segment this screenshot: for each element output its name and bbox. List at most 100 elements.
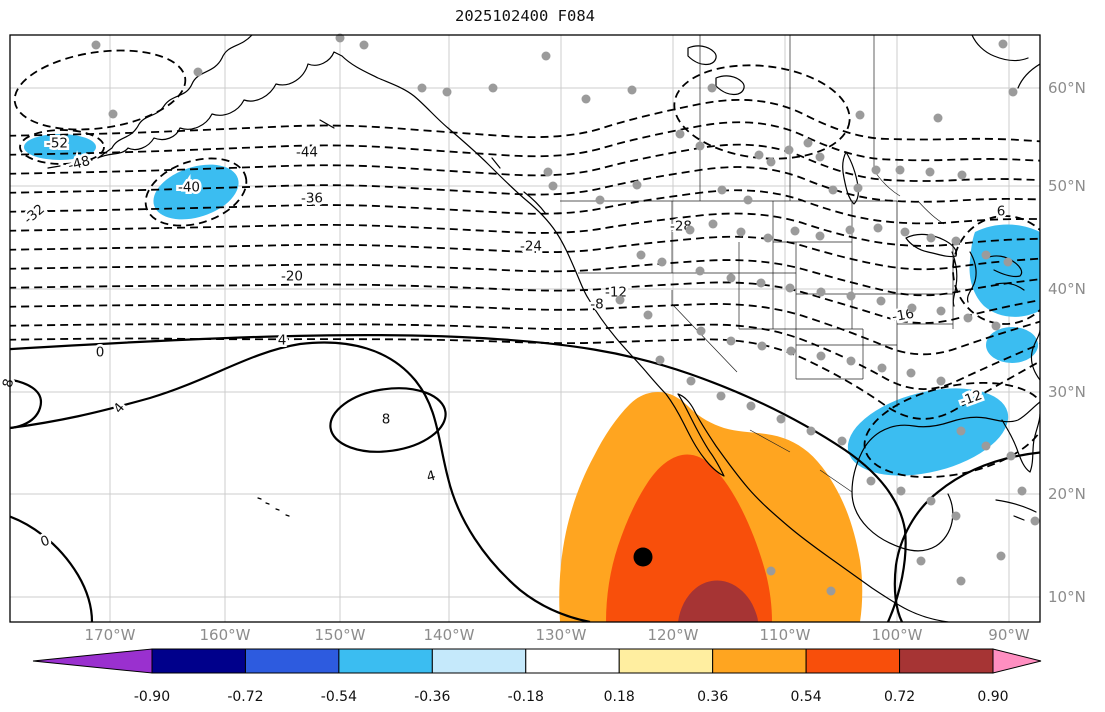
colorbar-segment — [899, 648, 994, 674]
station-dot — [877, 363, 887, 373]
station-dot — [736, 227, 746, 237]
longitude-label: 160°W — [200, 626, 251, 644]
highlight-marker-dot — [633, 547, 653, 567]
colorbar-segment — [338, 648, 433, 674]
station-dot — [906, 368, 916, 378]
contour-label: -44 — [296, 145, 318, 161]
plot-border — [9, 34, 1041, 623]
contour-label: 0 — [96, 345, 105, 361]
station-dot — [926, 233, 936, 243]
station-dot — [957, 170, 967, 180]
dashed-contour--16 — [10, 281, 1040, 324]
colorbar: -0.90 -0.72 -0.54 -0.36 -0.18 0.18 0.36 0.54 0.7… — [32, 648, 1042, 705]
colorbar-tick-label: -0.90 — [134, 689, 170, 705]
station-dot — [108, 109, 118, 119]
station-dot — [790, 226, 800, 236]
station-dot — [686, 376, 696, 386]
station-dot — [766, 157, 776, 167]
station-dot — [871, 165, 881, 175]
station-dot — [846, 291, 856, 301]
dashed-contour-closed — [144, 157, 248, 227]
station-dot — [757, 341, 767, 351]
dashed-contour-closed — [863, 382, 1040, 478]
longitude-label: 130°W — [536, 626, 587, 644]
station-dot — [1006, 451, 1016, 461]
longitude-label: 110°W — [760, 626, 811, 644]
station-dot — [998, 39, 1008, 49]
station-dot — [695, 266, 705, 276]
latitude-label: 60°N — [1048, 79, 1086, 97]
station-dot — [900, 227, 910, 237]
contour-label: -36 — [301, 191, 323, 207]
station-dot — [717, 185, 727, 195]
contour-label: -20 — [281, 269, 303, 285]
axis-label-layer: 170°W 160°W 150°W 140°W 130°W 120°W 110°W 100°W… — [85, 79, 1086, 644]
longitude-label: 140°W — [424, 626, 475, 644]
station-dot — [786, 346, 796, 356]
dashed-contour--36 — [10, 166, 1040, 203]
station-dot — [816, 351, 826, 361]
station-dot — [726, 273, 736, 283]
station-dot — [951, 511, 961, 521]
station-dot — [193, 67, 203, 77]
station-dot — [335, 33, 345, 43]
colorbar-tick-label: -0.54 — [321, 689, 357, 705]
station-dot — [855, 110, 865, 120]
solid-contour-0 — [10, 333, 907, 622]
station-dot — [853, 183, 863, 193]
station-dot — [963, 313, 973, 323]
contour-label: 6 — [997, 204, 1006, 220]
contour-label: 4 — [110, 400, 128, 417]
colorbar-segment — [712, 648, 807, 674]
state-borders-path — [560, 35, 954, 493]
station-dot — [1008, 87, 1018, 97]
station-dot — [916, 556, 926, 566]
dashed-contour--44 — [10, 121, 1040, 162]
station-dot — [896, 486, 906, 496]
station-dot — [763, 233, 773, 243]
station-dot — [876, 296, 886, 306]
negative-anomaly-fill-southeast — [847, 388, 1009, 476]
dashed-contour-closed — [13, 49, 187, 131]
colorbar-tick-label: 0.72 — [884, 689, 915, 705]
dashed-contour-closed — [952, 215, 1040, 325]
station-dot — [743, 195, 753, 205]
station-dot — [776, 414, 786, 424]
station-dot — [866, 476, 876, 486]
station-dot — [873, 223, 883, 233]
latitude-label: 10°N — [1048, 588, 1086, 606]
station-dot — [91, 40, 101, 50]
station-dot — [828, 185, 838, 195]
positive-anomaly-fill-core — [678, 580, 758, 622]
station-dot — [996, 551, 1006, 561]
station-dot — [1017, 486, 1027, 496]
station-dot — [716, 391, 726, 401]
longitude-label: 150°W — [315, 626, 366, 644]
station-dot — [926, 496, 936, 506]
grid-layer — [10, 35, 1040, 622]
contour-label: -52 — [46, 136, 68, 152]
colorbar-segment — [151, 648, 246, 674]
longitude-label: 90°W — [988, 626, 1030, 644]
station-dot — [816, 287, 826, 297]
longitude-label: 100°W — [872, 626, 923, 644]
station-dot — [981, 441, 991, 451]
station-dot — [615, 295, 625, 305]
contour-label: -40 — [178, 180, 200, 196]
station-dot — [806, 426, 816, 436]
station-dot — [785, 283, 795, 293]
station-dot — [756, 278, 766, 288]
negative-anomaly-fill-gulf-alaska — [153, 164, 239, 220]
station-dot — [845, 225, 855, 235]
latitude-label: 20°N — [1048, 485, 1086, 503]
station-dot — [548, 181, 558, 191]
colorbar-segment — [431, 648, 527, 674]
contour-label: -32 — [21, 201, 48, 227]
dashed-contour-layer — [10, 98, 1040, 420]
station-dot — [417, 83, 427, 93]
colorbar-arrow-left — [32, 648, 153, 674]
anomaly-fill-layer — [24, 134, 1040, 622]
station-dot — [754, 150, 764, 160]
station-dot — [803, 138, 813, 148]
